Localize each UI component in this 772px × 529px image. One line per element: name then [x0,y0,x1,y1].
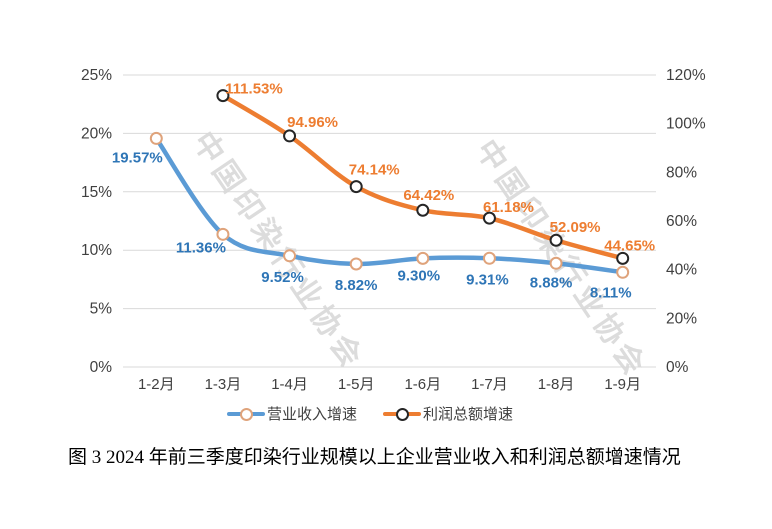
x-axis-tick-label: 1-5月 [338,376,375,393]
y-axis-left-tick-label: 25% [81,67,112,84]
legend-item: 营业收入增速 [226,403,357,424]
legend-line-marker-sample [226,407,265,421]
data-point-marker [349,257,363,271]
data-point-label: 74.14% [349,162,400,179]
data-point-marker [482,251,496,265]
data-point-label: 11.36% [176,239,226,256]
y-axis-left-tick-label: 0% [90,359,113,376]
legend-line-marker-sample [383,407,421,421]
data-point-marker [349,180,363,194]
legend-circle-marker-icon [396,408,409,421]
x-axis-tick-label: 1-2月 [138,376,175,393]
data-point-label: 64.42% [403,187,454,204]
data-point-label: 9.52% [261,269,304,286]
x-axis-tick-label: 1-9月 [604,376,641,393]
data-point-label: 44.65% [604,237,655,254]
data-point-marker [549,233,563,247]
data-point-label: 8.11% [590,284,632,301]
y-axis-right-tick-label: 80% [666,164,697,181]
y-axis-left-tick-label: 15% [81,184,112,201]
legend-label: 利润总额增速 [423,406,514,423]
data-point-marker [616,265,630,279]
data-point-label: 9.31% [466,271,509,288]
y-axis-right-tick-label: 120% [666,67,706,84]
x-axis-tick-label: 1-6月 [404,376,441,393]
figure-caption: 图 3 2024 年前三季度印染行业规模以上企业营业收入和利润总额增速情况 [68,447,681,468]
legend-item: 利润总额增速 [383,403,513,424]
y-axis-right-tick-label: 60% [666,213,697,230]
y-axis-left-tick-label: 10% [81,242,112,259]
data-point-label: 8.88% [530,274,573,291]
x-axis-tick-label: 1-3月 [205,376,242,393]
data-point-marker [283,129,297,143]
y-axis-left-tick-label: 20% [81,125,112,142]
data-point-label: 9.30% [398,267,441,284]
data-point-marker [283,249,297,263]
data-point-label: 94.96% [287,114,338,131]
chart-legend: 营业收入增速 利润总额增速 [0,403,740,424]
y-axis-right-tick-label: 20% [666,310,697,327]
y-axis-left-tick-label: 5% [90,301,113,318]
legend-circle-marker-icon [239,408,253,421]
data-point-marker [149,131,163,145]
y-axis-right-tick-label: 100% [666,116,706,133]
data-point-label: 111.53% [225,81,283,98]
x-axis-tick-label: 1-8月 [538,376,575,393]
y-axis-right-tick-label: 0% [666,359,689,376]
x-axis-tick-label: 1-7月 [471,376,508,393]
y-axis-right-tick-label: 40% [666,262,697,279]
data-point-marker [216,227,230,241]
legend-label: 营业收入增速 [266,406,357,423]
line-chart: 25% 20% 15% 10% 5% 0% 120% 100% 80% 60% 40% 20% 0% 1-… [81,67,706,393]
data-point-label: 61.18% [483,199,534,216]
data-point-label: 8.82% [335,277,378,294]
x-axis-tick-label: 1-4月 [271,376,308,393]
data-point-marker [549,256,563,270]
data-point-marker [616,251,630,265]
data-point-marker [416,203,430,217]
data-point-marker [482,211,496,225]
data-point-marker [416,251,430,265]
data-point-label: 52.09% [550,219,601,236]
data-point-marker [216,89,230,103]
data-point-label: 19.57% [112,149,163,166]
revenue-growth-line [154,136,625,275]
